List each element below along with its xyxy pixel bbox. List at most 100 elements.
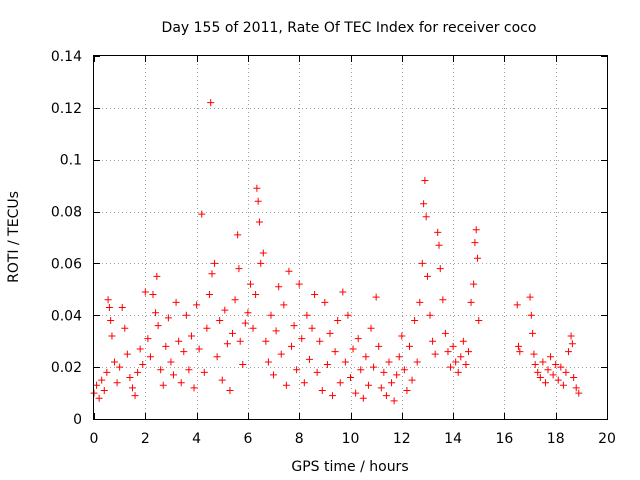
x-tick-label: 2	[141, 431, 150, 447]
data-point	[457, 353, 465, 361]
data-point	[439, 296, 447, 304]
data-point	[336, 379, 344, 387]
data-point	[236, 337, 244, 345]
data-point	[111, 358, 119, 366]
data-point	[423, 272, 431, 280]
data-point	[405, 342, 413, 350]
y-axis-label: ROTI / TECUs	[6, 191, 22, 283]
y-tick-label: 0.04	[51, 308, 82, 324]
data-point	[568, 340, 576, 348]
data-point	[205, 291, 213, 299]
data-point	[362, 353, 370, 361]
data-point	[190, 384, 198, 392]
data-point	[471, 239, 479, 247]
data-point	[275, 283, 283, 291]
data-point	[134, 368, 142, 376]
data-point	[290, 322, 298, 330]
data-point	[454, 368, 462, 376]
data-point	[544, 366, 552, 374]
data-point	[257, 259, 265, 267]
data-point	[431, 350, 439, 358]
data-point	[441, 329, 449, 337]
y-tick-label: 0.06	[51, 256, 82, 272]
data-point	[349, 345, 357, 353]
data-point	[175, 337, 183, 345]
data-point	[235, 265, 243, 273]
data-point	[575, 389, 583, 397]
data-point	[270, 371, 278, 379]
data-point	[280, 301, 288, 309]
x-tick-label: 8	[295, 431, 304, 447]
data-point	[293, 366, 301, 374]
data-point	[103, 368, 111, 376]
data-point	[367, 324, 375, 332]
data-point	[398, 332, 406, 340]
data-point	[264, 358, 272, 366]
data-point	[208, 270, 216, 278]
data-point	[259, 249, 267, 257]
data-point	[467, 298, 475, 306]
data-point	[305, 355, 313, 363]
data-point	[513, 301, 521, 309]
data-point	[177, 379, 185, 387]
data-point	[565, 348, 573, 356]
data-point	[255, 218, 263, 226]
data-point	[159, 381, 167, 389]
y-tick-label: 0.1	[60, 153, 82, 169]
data-point	[470, 280, 478, 288]
data-point	[118, 304, 126, 312]
data-point	[416, 298, 424, 306]
data-point	[380, 368, 388, 376]
data-point	[452, 358, 460, 366]
data-point	[444, 348, 452, 356]
data-point	[254, 197, 262, 205]
plot-frame	[93, 55, 608, 420]
data-point	[288, 342, 296, 350]
data-point	[164, 314, 172, 322]
data-point	[285, 267, 293, 275]
data-point	[529, 329, 537, 337]
data-point	[567, 332, 575, 340]
data-point	[354, 335, 362, 343]
data-point	[136, 345, 144, 353]
data-point	[357, 366, 365, 374]
data-point	[420, 200, 428, 208]
data-point	[370, 363, 378, 371]
data-point	[131, 392, 139, 400]
data-point	[128, 384, 136, 392]
data-point	[241, 319, 249, 327]
y-tick-label: 0.14	[51, 49, 82, 65]
data-point	[459, 337, 467, 345]
data-point	[182, 311, 190, 319]
data-point	[352, 389, 360, 397]
axis-ticks	[94, 56, 608, 420]
data-point	[123, 350, 131, 358]
data-point	[372, 293, 380, 301]
x-tick-label: 4	[192, 431, 201, 447]
data-point	[211, 259, 219, 267]
y-tick-label: 0.08	[51, 205, 82, 221]
x-tick-label: 12	[393, 431, 411, 447]
data-point	[323, 361, 331, 369]
data-point	[364, 381, 372, 389]
x-axis-label: GPS time / hours	[291, 459, 408, 475]
data-point	[516, 348, 524, 356]
data-point	[277, 350, 285, 358]
data-point	[213, 353, 221, 361]
data-point	[318, 386, 326, 394]
data-points	[90, 99, 583, 405]
data-point	[321, 298, 329, 306]
data-point	[244, 309, 252, 317]
data-point	[200, 368, 208, 376]
data-point	[93, 381, 101, 389]
data-point	[198, 210, 206, 218]
data-point	[246, 280, 254, 288]
data-point	[541, 379, 549, 387]
data-point	[172, 298, 180, 306]
data-point	[344, 311, 352, 319]
data-point	[195, 345, 203, 353]
data-point	[329, 392, 337, 400]
data-point	[149, 291, 157, 299]
data-point	[187, 332, 195, 340]
data-point	[108, 332, 116, 340]
